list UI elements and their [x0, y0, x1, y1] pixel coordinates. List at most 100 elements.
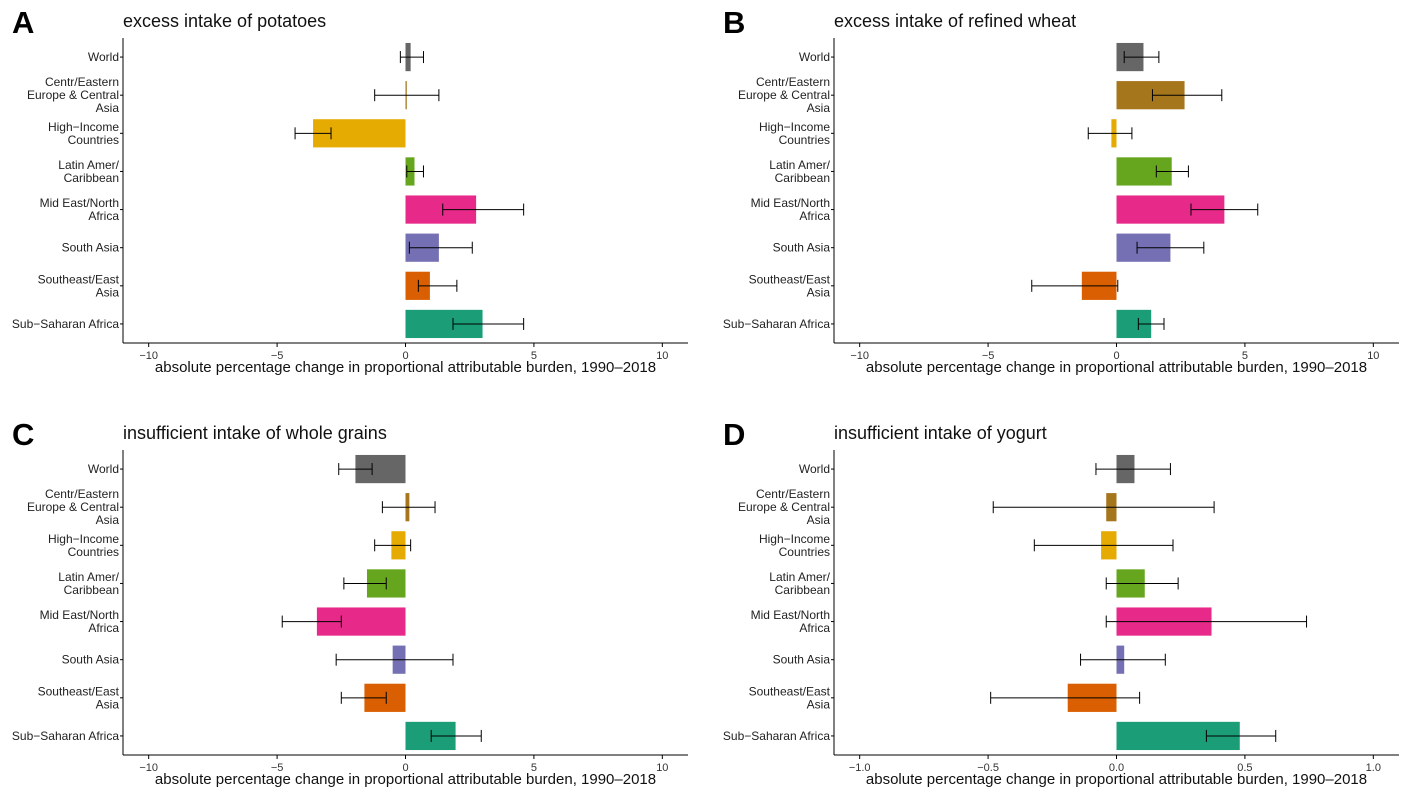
category-label-line: South Asia — [62, 653, 120, 667]
category-label-line: South Asia — [62, 241, 120, 255]
category-label-line: Caribbean — [64, 583, 119, 597]
error-bar — [408, 241, 473, 254]
category-label: South Asia — [62, 241, 120, 255]
x-tick-label: 5 — [531, 350, 537, 362]
category-label-line: Sub−Saharan Africa — [12, 729, 119, 743]
category-label-line: Europe & Central — [27, 500, 119, 514]
category-label: Centr/Eastern Europe & Central Asia — [738, 75, 830, 115]
error-bar — [1123, 51, 1160, 64]
category-label: Mid East/North Africa — [40, 608, 120, 635]
panel-title: insufficient intake of yogurt — [834, 423, 1047, 443]
x-tick-label: 0 — [402, 350, 408, 362]
x-tick-label: −5 — [982, 350, 995, 362]
category-label-line: Caribbean — [775, 171, 830, 185]
error-bar — [1105, 615, 1308, 628]
category-label: Latin Amer/Caribbean — [769, 158, 830, 185]
category-label-line: Caribbean — [775, 583, 830, 597]
category-label-line: Southeast/East — [38, 684, 120, 698]
error-bar — [992, 501, 1215, 514]
x-tick-label: 10 — [656, 762, 668, 774]
category-label-line: Latin Amer/ — [58, 158, 119, 172]
category-label: World — [88, 50, 119, 64]
panel-title: excess intake of potatoes — [123, 11, 326, 31]
x-tick-label: −0.5 — [977, 762, 999, 774]
error-bar — [1136, 241, 1205, 254]
panel-letter: D — [723, 417, 745, 452]
category-label-line: World — [799, 462, 830, 476]
x-tick-label: 1.0 — [1366, 762, 1381, 774]
category-label-line: South Asia — [773, 653, 831, 667]
error-bar — [990, 691, 1141, 704]
category-label: Mid East/North Africa — [40, 196, 120, 223]
category-label: Sub−Saharan Africa — [12, 729, 119, 743]
panel-title: excess intake of refined wheat — [834, 11, 1076, 31]
error-bar — [1033, 539, 1174, 552]
x-axis-title: absolute percentage change in proportion… — [155, 359, 656, 376]
x-tick-label: 5 — [531, 762, 537, 774]
category-label-line: World — [88, 462, 119, 476]
category-label-line: Centr/Eastern — [756, 487, 830, 501]
category-label: Latin Amer/Caribbean — [58, 158, 119, 185]
category-label-line: Centr/Eastern — [756, 75, 830, 89]
error-bar — [1151, 89, 1223, 102]
category-label-line: World — [88, 50, 119, 64]
category-label: South Asia — [773, 241, 831, 255]
category-label: Centr/Eastern Europe & Central Asia — [738, 487, 830, 527]
category-label-line: Centr/Eastern — [45, 487, 119, 501]
error-bar — [340, 691, 387, 704]
category-label-line: Sub−Saharan Africa — [723, 317, 830, 331]
category-label-line: Asia — [96, 513, 120, 527]
category-label-line: High−Income — [48, 532, 119, 546]
error-bar — [442, 203, 525, 216]
x-tick-label: 5 — [1242, 350, 1248, 362]
category-label-line: Southeast/East — [749, 684, 831, 698]
category-label-line: Sub−Saharan Africa — [723, 729, 830, 743]
error-bar — [1137, 317, 1165, 330]
category-label-line: High−Income — [759, 532, 830, 546]
category-label: High−Income Countries — [759, 532, 830, 559]
category-label-line: High−Income — [759, 120, 830, 134]
panel-letter: A — [12, 5, 34, 40]
category-label-line: Centr/Eastern — [45, 75, 119, 89]
category-label-line: Asia — [807, 285, 831, 299]
panel-title: insufficient intake of whole grains — [123, 423, 387, 443]
category-label: World — [799, 50, 830, 64]
x-tick-label: −5 — [271, 762, 284, 774]
category-label: Southeast/East Asia — [38, 684, 120, 711]
category-label: Latin Amer/Caribbean — [58, 570, 119, 597]
x-tick-label: 0 — [1113, 350, 1119, 362]
category-label-line: Southeast/East — [749, 272, 831, 286]
category-label-line: Africa — [88, 209, 119, 223]
category-label-line: Asia — [807, 513, 831, 527]
error-bar — [338, 463, 373, 476]
category-label-line: Latin Amer/ — [769, 158, 830, 172]
category-label-line: Caribbean — [64, 171, 119, 185]
x-tick-label: −5 — [271, 350, 284, 362]
error-bar — [343, 577, 387, 590]
x-tick-label: −1.0 — [849, 762, 871, 774]
category-label-line: Europe & Central — [738, 88, 830, 102]
category-label-line: Asia — [807, 697, 831, 711]
category-label-line: Countries — [779, 545, 830, 559]
error-bar — [1105, 577, 1179, 590]
category-label-line: Countries — [68, 545, 119, 559]
category-label: Southeast/East Asia — [38, 272, 120, 299]
x-tick-label: 0 — [402, 762, 408, 774]
error-bar — [381, 501, 436, 514]
error-bar — [1087, 127, 1133, 140]
error-bar — [374, 89, 440, 102]
error-bar — [1031, 279, 1119, 292]
category-label: Mid East/North Africa — [751, 608, 831, 635]
x-tick-label: 0.5 — [1237, 762, 1252, 774]
x-tick-label: −10 — [850, 350, 869, 362]
x-axis-title: absolute percentage change in proportion… — [866, 359, 1367, 376]
category-label: Centr/Eastern Europe & Central Asia — [27, 487, 119, 527]
category-label-line: World — [799, 50, 830, 64]
category-label-line: Mid East/North — [751, 196, 830, 210]
category-label: High−Income Countries — [759, 120, 830, 147]
category-label-line: Sub−Saharan Africa — [12, 317, 119, 331]
